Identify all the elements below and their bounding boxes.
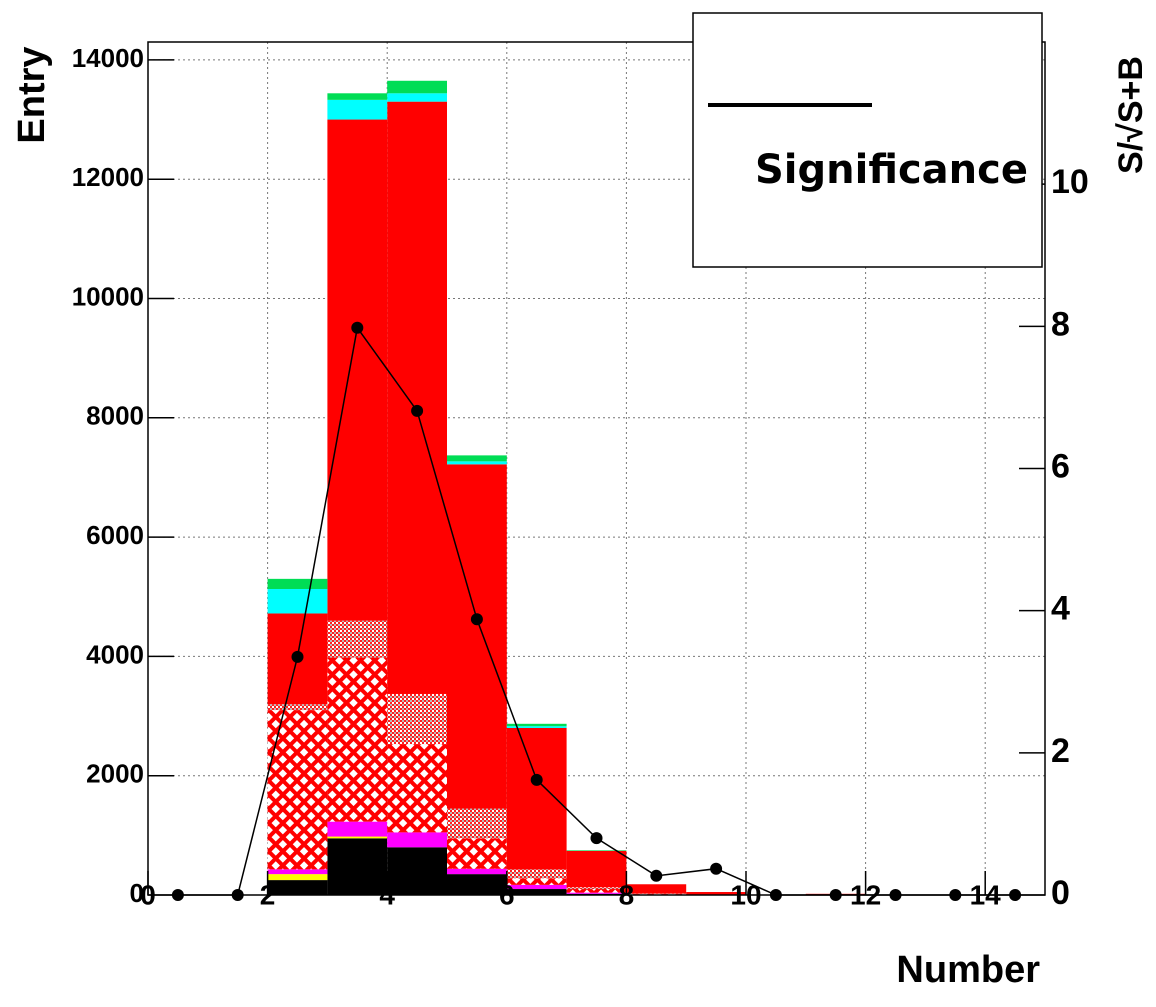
significance-point [411, 405, 423, 417]
bar-segment [268, 874, 328, 880]
significance-point [351, 322, 363, 334]
y2-tick-label: 0 [1051, 874, 1070, 912]
bar-segment [327, 838, 387, 895]
significance-point [591, 832, 603, 844]
legend-box [693, 13, 1042, 267]
bar-segment [327, 658, 387, 822]
y-tick-label: 6000 [86, 520, 144, 550]
bar-segment [327, 100, 387, 120]
y2-tick-label: 10 [1051, 163, 1089, 201]
significance-point [471, 613, 483, 625]
y-tick-label: 8000 [86, 401, 144, 431]
significance-point [531, 774, 543, 786]
y-tick-label: 2000 [86, 759, 144, 789]
bar-segment [327, 120, 387, 621]
bar-segment [268, 869, 328, 874]
y2-axis-title: S/√S+B [1112, 56, 1150, 174]
y2-tick-label: 6 [1051, 447, 1070, 485]
bar-segment [268, 704, 328, 710]
significance-point [710, 863, 722, 875]
bar-segment [567, 893, 627, 894]
bar-segment [567, 889, 627, 893]
bar-segment [507, 878, 567, 885]
bar-segment [387, 744, 447, 832]
bar-segment [268, 589, 328, 613]
bar-segment [447, 874, 507, 895]
bar-segment [447, 464, 507, 808]
y-tick-label: 10000 [72, 281, 144, 311]
bar-segment [447, 809, 507, 839]
bar-segment [507, 869, 567, 878]
bar-segment [268, 880, 328, 895]
y-tick-label: 12000 [72, 162, 144, 192]
bar-segment [567, 851, 627, 887]
bar-segment [626, 884, 686, 893]
bar-segment [327, 837, 387, 839]
bar-segment [447, 838, 507, 868]
x-axis-title: Number [896, 949, 1040, 991]
bar-segment [507, 728, 567, 869]
significance-point [650, 870, 662, 882]
bar-segment [387, 832, 447, 847]
bar-segment [447, 461, 507, 464]
legend-label: Significance [755, 147, 1028, 193]
bar-segment [327, 822, 387, 837]
bar-segment [447, 869, 507, 874]
bar-segment [387, 694, 447, 744]
bar-segment [327, 93, 387, 100]
legend: Significance [693, 13, 1042, 267]
bar-segment [387, 93, 447, 101]
bar-segment [387, 847, 447, 895]
y2-tick-label: 4 [1051, 590, 1070, 628]
bar-segment [268, 579, 328, 589]
y2-tick-label: 8 [1051, 305, 1070, 343]
bar-segment [268, 710, 328, 869]
y-axis-title: Entry [11, 46, 53, 143]
bar-segment [447, 455, 507, 461]
bar-segment [387, 81, 447, 94]
bar-segment [507, 889, 567, 895]
y-tick-label: 14000 [72, 43, 144, 73]
bar-segment [387, 102, 447, 694]
significance-point [292, 651, 304, 663]
bar-segment [507, 726, 567, 728]
bar-segment [327, 621, 387, 658]
y2-tick-label: 2 [1051, 732, 1070, 770]
bar-segment [507, 885, 567, 889]
y-tick-label: 0 [130, 878, 144, 908]
bar-segment [567, 887, 627, 889]
y-tick-label: 4000 [86, 639, 144, 669]
